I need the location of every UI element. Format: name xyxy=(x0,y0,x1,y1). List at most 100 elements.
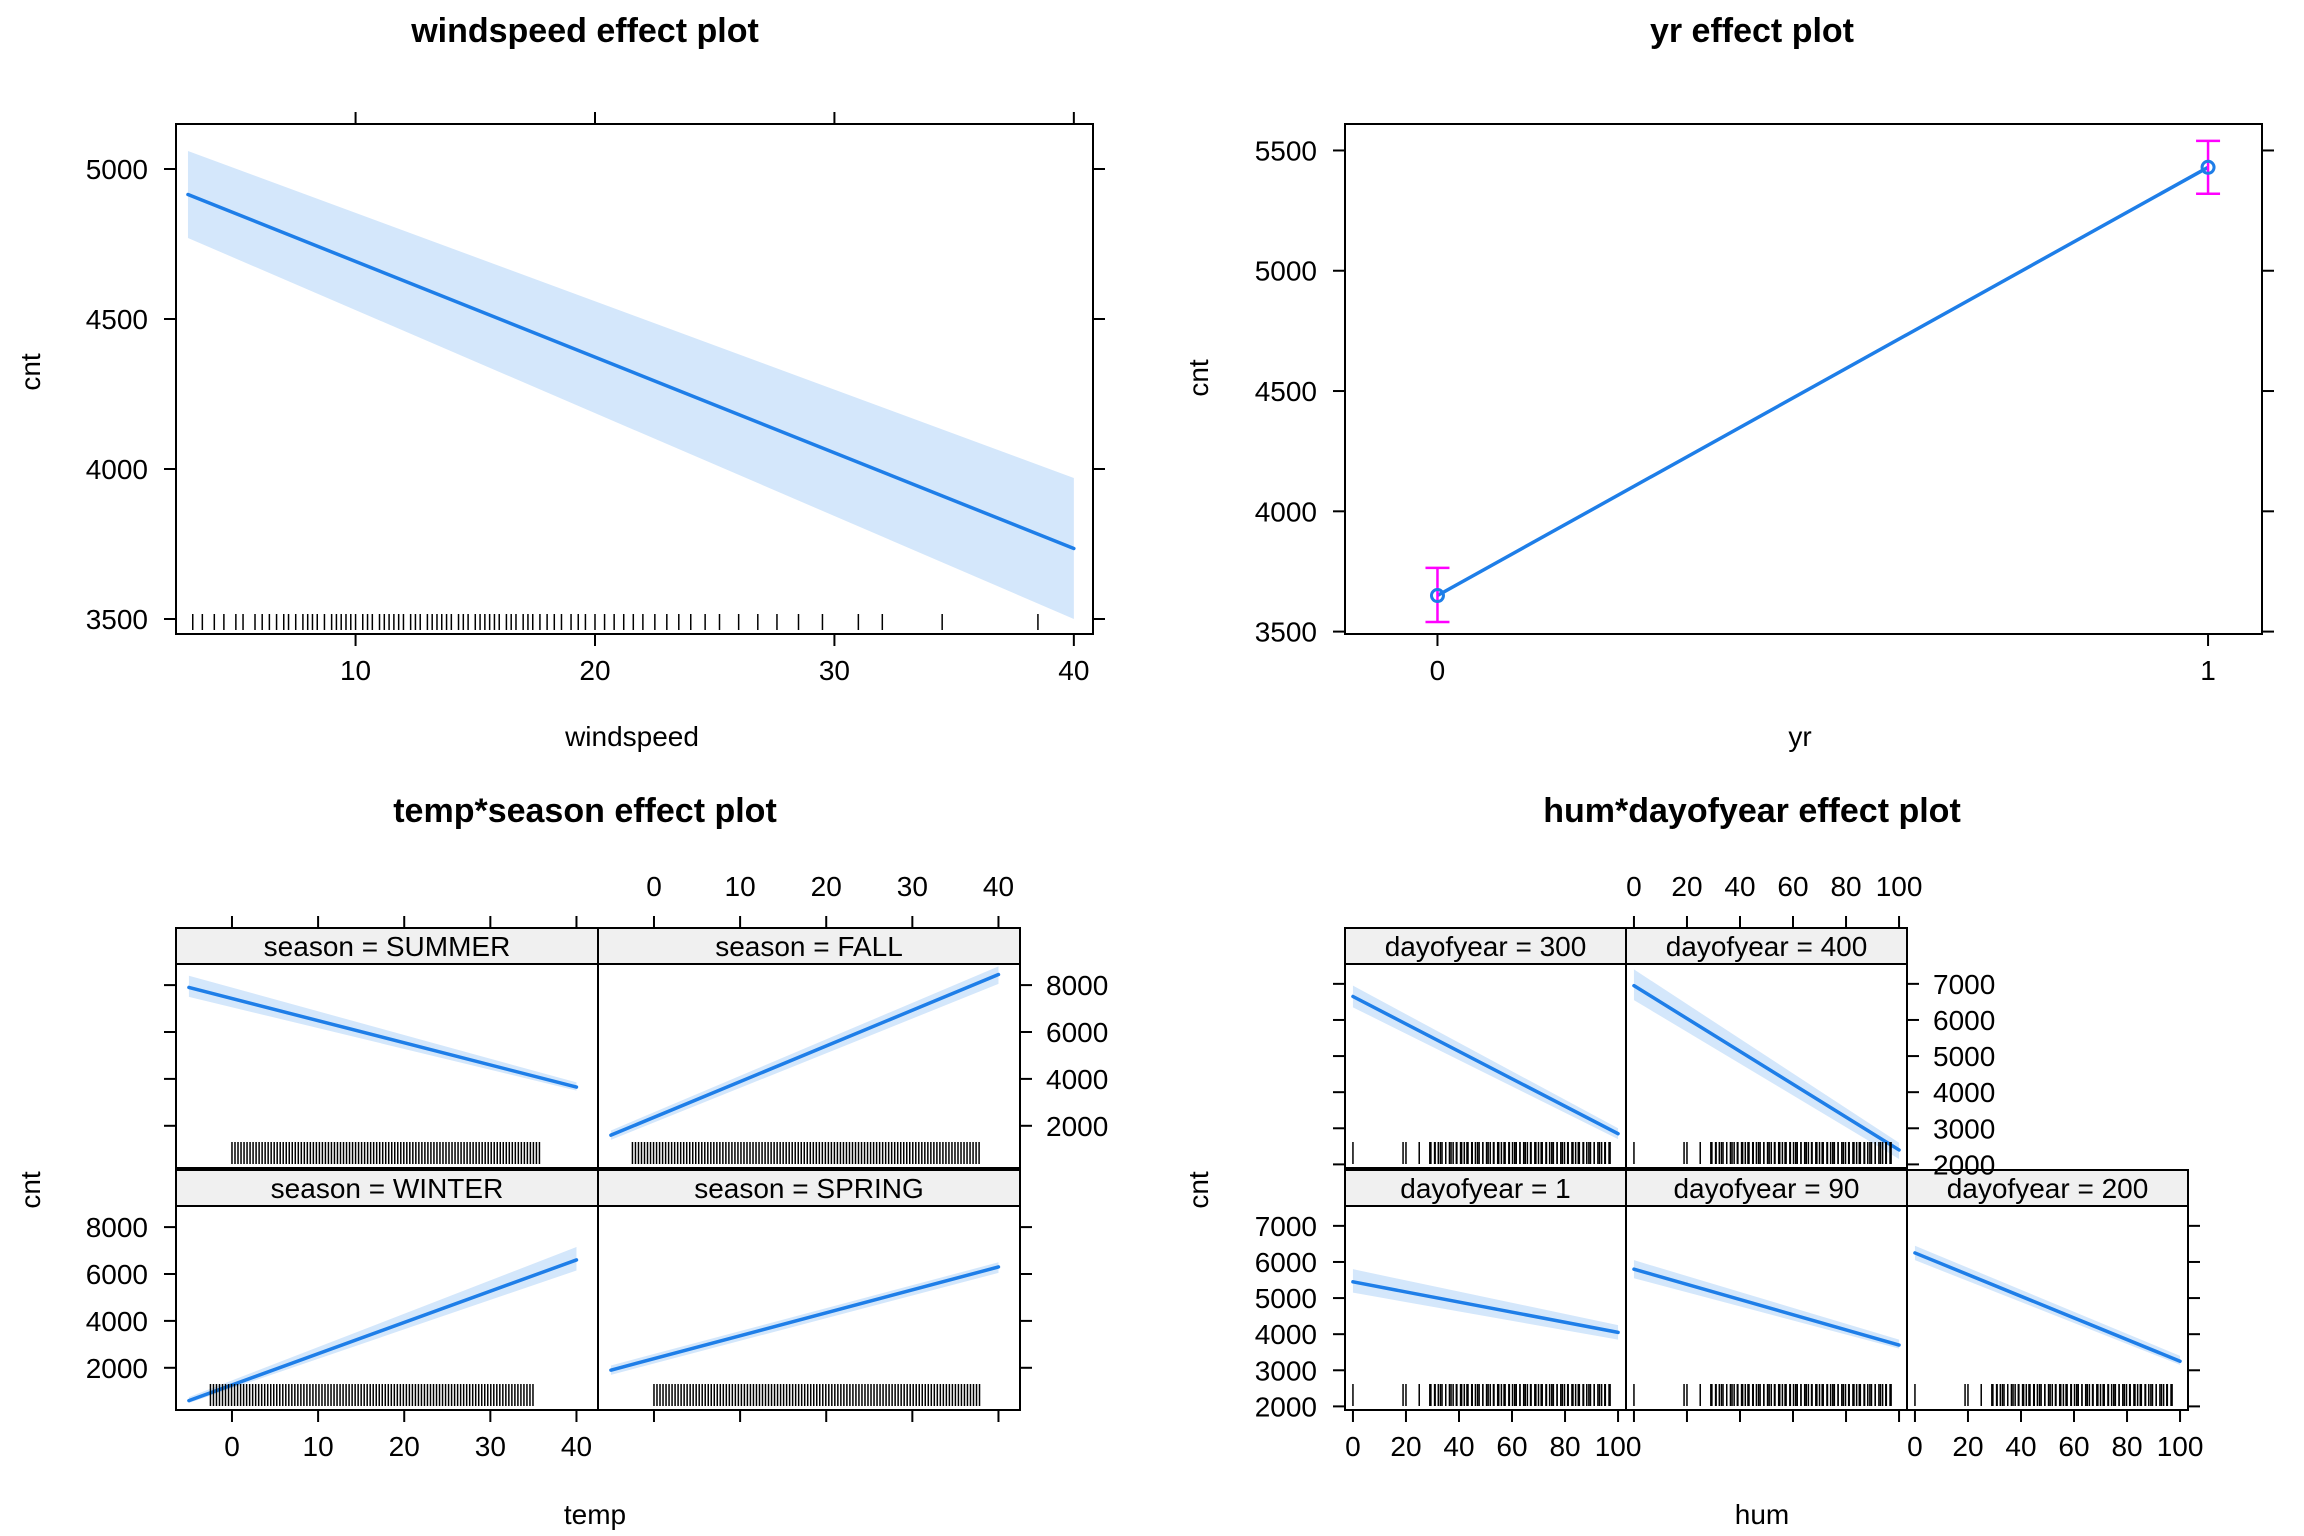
hum-dayofyear-y-tick-label: 2000 xyxy=(1255,1391,1317,1422)
windspeed-x-tick-label: 40 xyxy=(1058,655,1089,686)
hum-dayofyear-y-tick-label: 3000 xyxy=(1255,1355,1317,1386)
hum-dayofyear-strip-label: dayofyear = 300 xyxy=(1385,931,1587,962)
hum-x-tick-label-top: 80 xyxy=(1830,871,1861,902)
windspeed-y-axis-label: cnt xyxy=(15,353,46,391)
yr-y-tick-label: 3500 xyxy=(1255,617,1317,648)
windspeed-y-tick-label: 3500 xyxy=(86,604,148,635)
temp-season-y-tick-label: 4000 xyxy=(86,1306,148,1337)
hum-dayofyear-strip-label: dayofyear = 90 xyxy=(1673,1173,1859,1204)
hum-x-tick-label: 20 xyxy=(1952,1431,1983,1462)
yr-y-tick-label: 4500 xyxy=(1255,376,1317,407)
hum-dayofyear-strip xyxy=(1906,1169,2189,1207)
yr-y-tick-label: 4000 xyxy=(1255,496,1317,527)
temp-x-tick-label-top: 20 xyxy=(811,871,842,902)
hum-dayofyear-confidence-band xyxy=(1352,985,1619,1140)
temp-season-strip-label: season = SUMMER xyxy=(264,931,511,962)
yr-point xyxy=(2200,159,2216,175)
temp-season-fit-line xyxy=(609,972,1001,1137)
windspeed-plot-title: windspeed effect plot xyxy=(410,12,759,50)
temp-x-tick-label: 20 xyxy=(389,1431,420,1462)
hum-dayofyear-fit-line xyxy=(1632,1267,1901,1347)
hum-x-tick-label-top: 60 xyxy=(1777,871,1808,902)
windspeed-x-tick-label: 30 xyxy=(819,655,850,686)
yr-y-tick-label: 5000 xyxy=(1255,256,1317,287)
hum-dayofyear-fit-line xyxy=(1913,1251,2182,1364)
hum-x-tick-label: 100 xyxy=(1595,1431,1642,1462)
windspeed-x-tick-label: 20 xyxy=(579,655,610,686)
hum-x-tick-label: 80 xyxy=(1549,1431,1580,1462)
hum-dayofyear-strip-label: dayofyear = 200 xyxy=(1947,1173,2149,1204)
temp-season-y-tick-label-right: 4000 xyxy=(1046,1064,1108,1095)
hum-dayofyear-panel-frame xyxy=(1625,963,1908,1169)
temp-season-fit-line xyxy=(609,1265,1001,1372)
hum-dayofyear-y-tick-label-right: 5000 xyxy=(1933,1041,1995,1072)
hum-dayofyear-y-axis-label: cnt xyxy=(1183,1171,1214,1209)
windspeed-x-axis-label: windspeed xyxy=(564,721,699,752)
temp-x-tick-label-top: 40 xyxy=(983,871,1014,902)
hum-x-tick-label: 20 xyxy=(1390,1431,1421,1462)
hum-dayofyear-y-tick-label-right: 7000 xyxy=(1933,969,1995,1000)
windspeed-y-tick-label: 5000 xyxy=(86,154,148,185)
temp-season-strip xyxy=(175,927,599,965)
yr-point xyxy=(1429,588,1445,604)
temp-season-panel-frame xyxy=(597,1205,1021,1411)
hum-x-axis-label: hum xyxy=(1735,1499,1789,1530)
yr-plot-frame xyxy=(1344,123,2263,635)
yr-x-tick-label: 0 xyxy=(1430,655,1446,686)
temp-season-strip-label: season = SPRING xyxy=(694,1173,924,1204)
windspeed-plot-frame xyxy=(175,123,1094,635)
hum-x-tick-label: 60 xyxy=(2058,1431,2089,1462)
windspeed-confidence-band xyxy=(187,151,1074,619)
hum-dayofyear-confidence-band xyxy=(1352,1269,1619,1340)
temp-season-y-tick-label-right: 6000 xyxy=(1046,1017,1108,1048)
yr-x-axis-label: yr xyxy=(1788,721,1811,752)
temp-x-tick-label: 30 xyxy=(475,1431,506,1462)
temp-season-plot-title: temp*season effect plot xyxy=(393,792,777,830)
temp-season-strip xyxy=(175,1169,599,1207)
hum-dayofyear-y-tick-label-right: 3000 xyxy=(1933,1113,1995,1144)
hum-dayofyear-strip-label: dayofyear = 400 xyxy=(1666,931,1868,962)
hum-x-tick-label: 80 xyxy=(2111,1431,2142,1462)
hum-dayofyear-fit-line xyxy=(1351,994,1620,1136)
hum-dayofyear-fit-line xyxy=(1351,1280,1620,1335)
temp-season-strip xyxy=(597,927,1021,965)
temp-x-tick-label: 40 xyxy=(561,1431,592,1462)
hum-dayofyear-strip xyxy=(1344,927,1627,965)
hum-x-tick-label: 0 xyxy=(1345,1431,1361,1462)
yr-effect-line xyxy=(1436,165,2209,598)
hum-dayofyear-y-tick-label: 6000 xyxy=(1255,1247,1317,1278)
temp-season-y-axis-label: cnt xyxy=(15,1171,46,1209)
hum-dayofyear-fit-line xyxy=(1632,983,1901,1152)
hum-x-tick-label-top: 0 xyxy=(1626,871,1642,902)
temp-x-tick-label: 10 xyxy=(303,1431,334,1462)
hum-x-tick-label: 60 xyxy=(1496,1431,1527,1462)
hum-x-tick-label: 100 xyxy=(2157,1431,2204,1462)
windspeed-x-tick-label: 10 xyxy=(340,655,371,686)
hum-dayofyear-strip xyxy=(1344,1169,1627,1207)
hum-x-tick-label: 40 xyxy=(2005,1431,2036,1462)
yr-y-axis-label: cnt xyxy=(1183,359,1214,397)
temp-season-panel-frame xyxy=(597,963,1021,1169)
hum-dayofyear-y-tick-label-right: 6000 xyxy=(1933,1005,1995,1036)
yr-y-tick-label: 5500 xyxy=(1255,135,1317,166)
hum-dayofyear-y-tick-label-right: 2000 xyxy=(1933,1149,1995,1180)
temp-season-strip xyxy=(597,1169,1021,1207)
yr-plot-title: yr effect plot xyxy=(1650,12,1854,50)
hum-dayofyear-y-tick-label: 7000 xyxy=(1255,1211,1317,1242)
hum-x-tick-label-top: 40 xyxy=(1724,871,1755,902)
hum-dayofyear-strip xyxy=(1625,927,1908,965)
hum-dayofyear-y-tick-label-right: 4000 xyxy=(1933,1077,1995,1108)
windspeed-y-tick-label: 4500 xyxy=(86,304,148,335)
temp-season-y-tick-label-right: 2000 xyxy=(1046,1111,1108,1142)
temp-season-y-tick-label: 2000 xyxy=(86,1353,148,1384)
temp-x-tick-label-top: 0 xyxy=(646,871,662,902)
yr-x-tick-label: 1 xyxy=(2200,655,2216,686)
hum-dayofyear-y-tick-label: 5000 xyxy=(1255,1283,1317,1314)
temp-season-strip-label: season = FALL xyxy=(715,931,903,962)
temp-season-y-tick-label: 8000 xyxy=(86,1212,148,1243)
hum-x-tick-label-top: 100 xyxy=(1876,871,1923,902)
hum-x-tick-label-top: 20 xyxy=(1671,871,1702,902)
hum-dayofyear-strip-label: dayofyear = 1 xyxy=(1400,1173,1570,1204)
